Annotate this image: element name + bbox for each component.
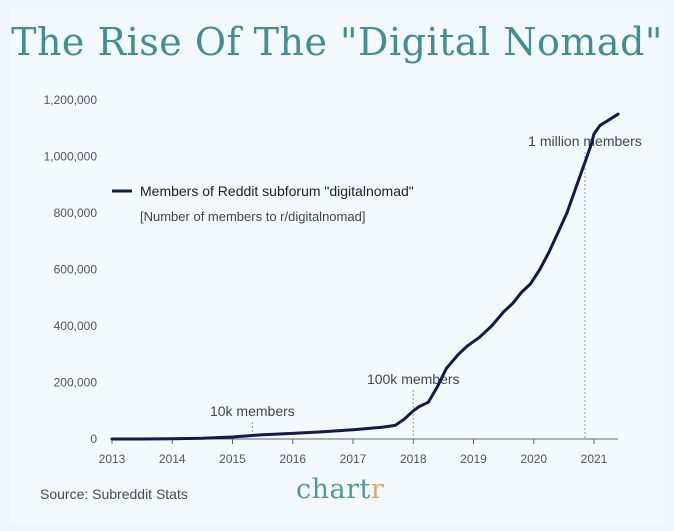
source-note: Source: Subreddit Stats [40, 486, 188, 502]
legend-label: Members of Reddit subforum "digitalnomad… [140, 183, 414, 199]
x-tick-label: 2021 [581, 452, 608, 466]
chart-card [10, 8, 664, 523]
y-tick-label: 0 [90, 432, 97, 446]
y-tick-label: 200,000 [54, 376, 98, 390]
brand-logo-main: chart [296, 474, 371, 505]
y-tick-label: 1,200,000 [44, 93, 98, 107]
y-tick-label: 400,000 [54, 319, 98, 333]
brand-logo-accent: r [370, 474, 385, 505]
x-tick-label: 2013 [99, 452, 126, 466]
x-tick-label: 2015 [219, 452, 246, 466]
y-tick-label: 600,000 [54, 263, 98, 277]
y-tick-label: 1,000,000 [44, 150, 98, 164]
x-tick-label: 2020 [520, 452, 547, 466]
legend: Members of Reddit subforum "digitalnomad… [112, 183, 414, 224]
annotation-label: 100k members [367, 371, 460, 387]
brand-logo: chartr [296, 474, 384, 505]
x-tick-label: 2019 [460, 452, 487, 466]
x-axis: 2013 2014 2015 2016 2017 2018 2019 2020 2021 [99, 438, 618, 466]
y-axis: 0 200,000 400,000 600,000 800,000 1,000,000 1,… [44, 93, 98, 446]
annotation-label: 10k members [210, 403, 295, 419]
chart-title: The Rise Of The "Digital Nomad" [11, 20, 663, 64]
x-tick-label: 2016 [279, 452, 306, 466]
legend-sublabel: [Number of members to r/digitalnomad] [140, 209, 365, 224]
series-line [110, 112, 620, 441]
y-tick-label: 800,000 [54, 206, 98, 220]
x-tick-label: 2018 [400, 452, 427, 466]
x-tick-label: 2014 [159, 452, 186, 466]
annotation-label: 1 million members [528, 133, 642, 149]
annotations: 10k members 100k members 1 million members [210, 133, 642, 439]
x-tick-label: 2017 [340, 452, 367, 466]
